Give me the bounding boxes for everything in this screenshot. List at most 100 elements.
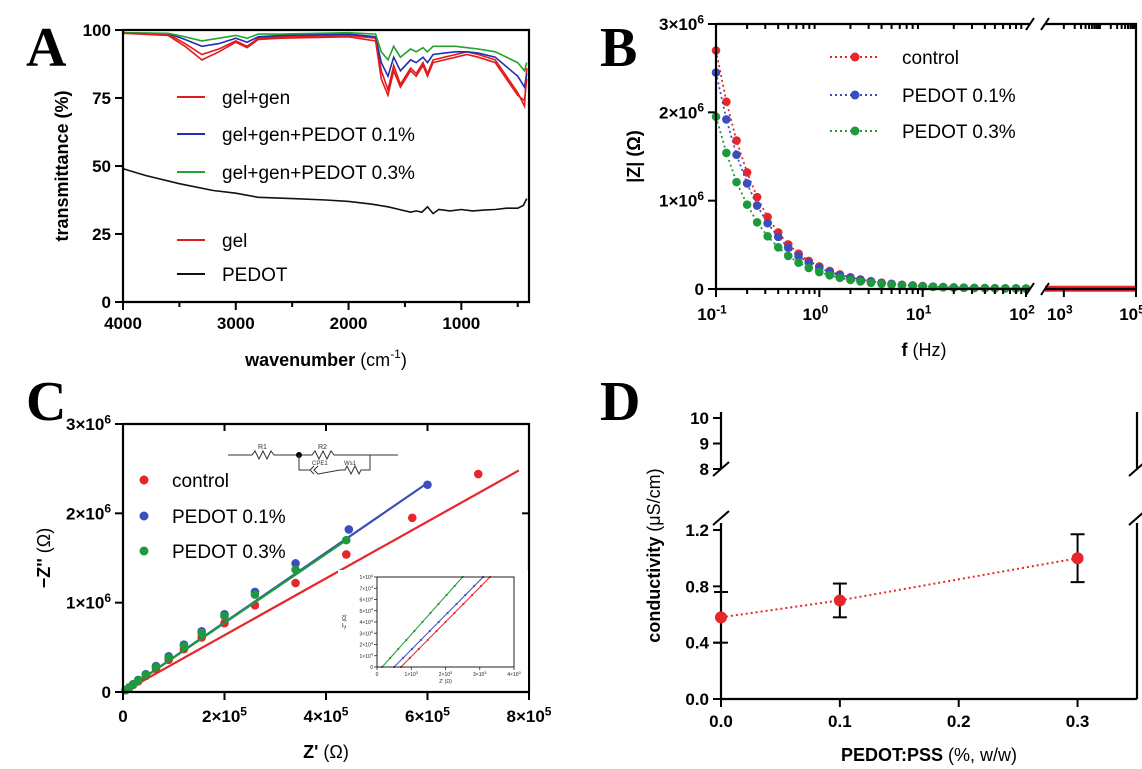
x-tick-label-base: 8×10 xyxy=(507,707,545,726)
data-point xyxy=(151,662,161,672)
x-axis-label: wavenumber (cm-1) xyxy=(244,347,407,370)
inset-y-tick-label-base: 3×10 xyxy=(360,631,371,637)
data-point xyxy=(763,218,772,228)
data-point xyxy=(742,179,752,188)
y-tick-label: 50 xyxy=(92,157,111,176)
axis-left-bottom xyxy=(714,24,1030,291)
data-point xyxy=(887,280,896,290)
x-tick-label-exponent: 5 xyxy=(1138,302,1142,316)
y-tick-label-base: 2×10 xyxy=(659,103,697,122)
x-tick-label: 2×105 xyxy=(202,704,247,726)
inset-y-tick-label: 2×104 xyxy=(360,640,374,648)
legend-label-2: gel+gen+PEDOT 0.3% xyxy=(222,163,415,184)
y-tick-label-base: 2×10 xyxy=(66,504,104,523)
x-tick-label: 0.3 xyxy=(1066,712,1090,731)
y-tick-label-base: 3×10 xyxy=(66,415,104,434)
inset-x-tick-label: 2×103 xyxy=(439,670,453,678)
inset-x-tick-label-base: 0 xyxy=(376,672,379,678)
x-tick-label-exponent: 3 xyxy=(1066,302,1073,316)
inset-point xyxy=(397,647,400,651)
series-line xyxy=(720,557,1078,619)
y-tick-label: 3×106 xyxy=(66,412,111,434)
y-tick-label-upper: 10 xyxy=(690,409,709,428)
inset-point xyxy=(437,602,440,606)
inset-point xyxy=(421,620,424,624)
y-tick-label: 25 xyxy=(92,225,111,244)
legend-label-4: PEDOT xyxy=(222,265,288,286)
data-point xyxy=(342,550,351,559)
y-tick-label-exponent: 6 xyxy=(104,412,111,426)
series-line-4 xyxy=(122,167,528,215)
data-point xyxy=(773,232,783,242)
x-tick-label-exponent: -1 xyxy=(716,302,727,316)
inset-y-tick-label-base: 6×10 xyxy=(360,598,371,604)
data-point xyxy=(291,559,300,568)
inset-y-tick-label-base: 7×10 xyxy=(360,586,371,592)
data-point xyxy=(291,578,300,588)
y-tick-label: 1×106 xyxy=(659,189,704,211)
y-tick-label: 0.4 xyxy=(685,634,709,653)
plot-frame xyxy=(121,28,531,304)
legend-label-1: PEDOT 0.1% xyxy=(172,507,286,528)
inset-y-tick-label-exponent: 4 xyxy=(371,618,374,623)
legend-label-0: control xyxy=(902,48,959,69)
data-point xyxy=(250,590,260,599)
inset-x-tick-label-base: 2×10 xyxy=(439,672,450,678)
inset-y-tick-label-base: 1×10 xyxy=(360,575,371,581)
inset-background xyxy=(338,570,528,690)
inset-point xyxy=(453,611,456,615)
legend-label-1: gel+gen+PEDOT 0.1% xyxy=(222,125,415,146)
series-line-2 xyxy=(122,31,528,73)
x-axis-label: Z' (Ω) xyxy=(303,742,349,762)
panel-label-a: A xyxy=(26,17,67,79)
legend-marker-1 xyxy=(139,511,149,521)
circuit-top-wire xyxy=(228,449,398,461)
data-point xyxy=(804,263,814,273)
inset-y-tick-label: 1×104 xyxy=(360,652,374,660)
inset-point xyxy=(408,656,411,660)
data-point xyxy=(722,97,731,107)
x-axis-label-unit: (cm xyxy=(360,350,390,370)
inset-x-label: Z' (Ω) xyxy=(439,679,452,685)
data-point xyxy=(833,594,846,607)
y-tick-label-upper: 8 xyxy=(700,460,709,479)
inset-x-tick-label-exponent: 3 xyxy=(484,670,487,675)
inset-point xyxy=(417,647,420,651)
x-tick-label-exponent: 2 xyxy=(1028,302,1035,316)
y-tick-label: 0 xyxy=(102,683,111,702)
inset-y-tick-label-exponent: 4 xyxy=(371,629,374,634)
inset-point xyxy=(401,656,405,660)
circuit-label-r1: R1 xyxy=(258,444,267,451)
inset-y-tick-label-base: 5×10 xyxy=(360,609,371,615)
y-axis-label-main: conductivity xyxy=(644,532,664,643)
inset-point xyxy=(444,620,447,624)
data-point xyxy=(342,535,351,545)
x-tick-label: 0.1 xyxy=(828,712,852,731)
data-point xyxy=(763,231,772,241)
inset-x-tick-label-base: 3×10 xyxy=(473,672,484,678)
inset-point xyxy=(426,638,429,642)
y-tick-label-exponent: 6 xyxy=(104,591,111,605)
x-axis-label-unit-close: ) xyxy=(401,350,407,370)
data-point xyxy=(752,192,762,202)
inset-point xyxy=(405,638,408,642)
inset-y-tick-label: 7×104 xyxy=(360,584,374,592)
panel-a-ftir-chart: 4000 3000 2000 1000 0 25 50 75 100 wavenumber (cm… xyxy=(52,21,531,370)
x-tick-label-exponent: 5 xyxy=(240,704,247,718)
inset-point xyxy=(464,593,467,597)
circuit-bottom-branch xyxy=(298,455,371,476)
y-tick-label: 1.2 xyxy=(685,521,709,540)
x-axis-label-unit: (Hz) xyxy=(913,340,947,360)
inset-point xyxy=(455,602,458,606)
inset-point xyxy=(429,611,432,615)
y-tick-label-exponent: 6 xyxy=(697,189,704,203)
data-point xyxy=(742,168,752,177)
panel-label-d: D xyxy=(600,371,640,433)
x-tick-label-exponent: 5 xyxy=(545,704,552,718)
inset-point xyxy=(471,593,474,597)
x-tick-label-exponent: 0 xyxy=(821,302,828,316)
y-tick-label-base: 3×10 xyxy=(659,15,697,34)
inset-x-tick-label-exponent: 3 xyxy=(416,670,419,675)
y-tick-label: 1×106 xyxy=(66,591,111,613)
